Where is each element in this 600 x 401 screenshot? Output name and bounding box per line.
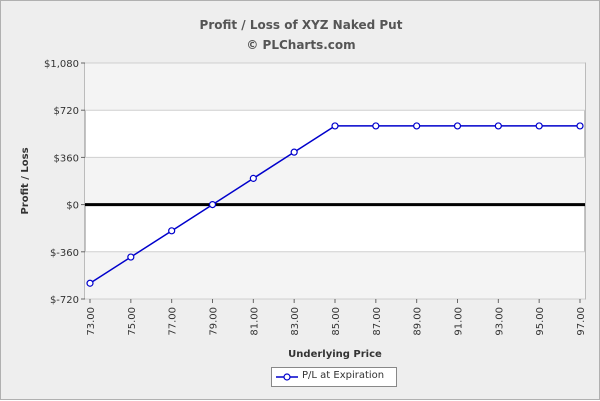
data-points — [86, 122, 584, 287]
data-point — [249, 174, 257, 182]
x-tick-label: 91.00 — [454, 307, 465, 336]
x-tick-label: 81.00 — [249, 307, 260, 336]
data-point — [372, 122, 380, 130]
x-tick-label: 77.00 — [168, 307, 179, 336]
plot-band — [85, 63, 585, 111]
data-point — [168, 227, 176, 235]
x-tick-label: 95.00 — [535, 307, 546, 336]
x-axis-label: Underlying Price — [288, 349, 382, 360]
data-point — [535, 122, 543, 130]
data-point — [413, 122, 421, 130]
x-tick-label: 93.00 — [494, 307, 505, 336]
plot-band — [85, 157, 585, 205]
x-tick-label: 97.00 — [576, 307, 587, 336]
y-axis-ticks: $-720 $-360 $0 $360 $720 $1,080 — [44, 59, 85, 306]
chart-subtitle: © PLCharts.com — [246, 38, 356, 52]
data-point — [494, 122, 502, 130]
x-tick-label: 83.00 — [290, 307, 301, 336]
y-tick-label: $720 — [54, 106, 79, 117]
data-point — [576, 122, 584, 130]
legend: P/L at Expiration — [271, 367, 397, 387]
data-point — [290, 148, 298, 156]
legend-swatch — [276, 373, 298, 381]
legend-label: P/L at Expiration — [302, 370, 385, 381]
x-tick-label: 85.00 — [331, 307, 342, 336]
chart-title: Profit / Loss of XYZ Naked Put — [199, 18, 403, 32]
y-tick-label: $-720 — [50, 295, 79, 306]
y-tick-label: $1,080 — [44, 59, 79, 70]
data-point — [86, 279, 94, 287]
x-tick-label: 87.00 — [372, 307, 383, 336]
y-tick-label: $360 — [54, 153, 79, 164]
y-tick-label: $-360 — [50, 248, 79, 259]
data-point — [331, 122, 339, 130]
y-tick-label: $0 — [66, 201, 79, 212]
y-axis-label: Profit / Loss — [20, 147, 31, 214]
data-point — [127, 253, 135, 261]
grid-lines — [85, 62, 585, 300]
plot-bands — [85, 63, 585, 299]
x-tick-label: 89.00 — [413, 307, 424, 336]
x-tick-label: 79.00 — [209, 307, 220, 336]
x-axis-ticks: 73.00 75.00 77.00 79.00 81.00 83.00 85.00 87.00… — [86, 299, 587, 336]
data-point — [208, 201, 217, 209]
data-point — [453, 122, 462, 130]
plot-band — [85, 251, 585, 299]
x-tick-label: 75.00 — [127, 307, 138, 336]
x-tick-label: 73.00 — [86, 307, 97, 336]
